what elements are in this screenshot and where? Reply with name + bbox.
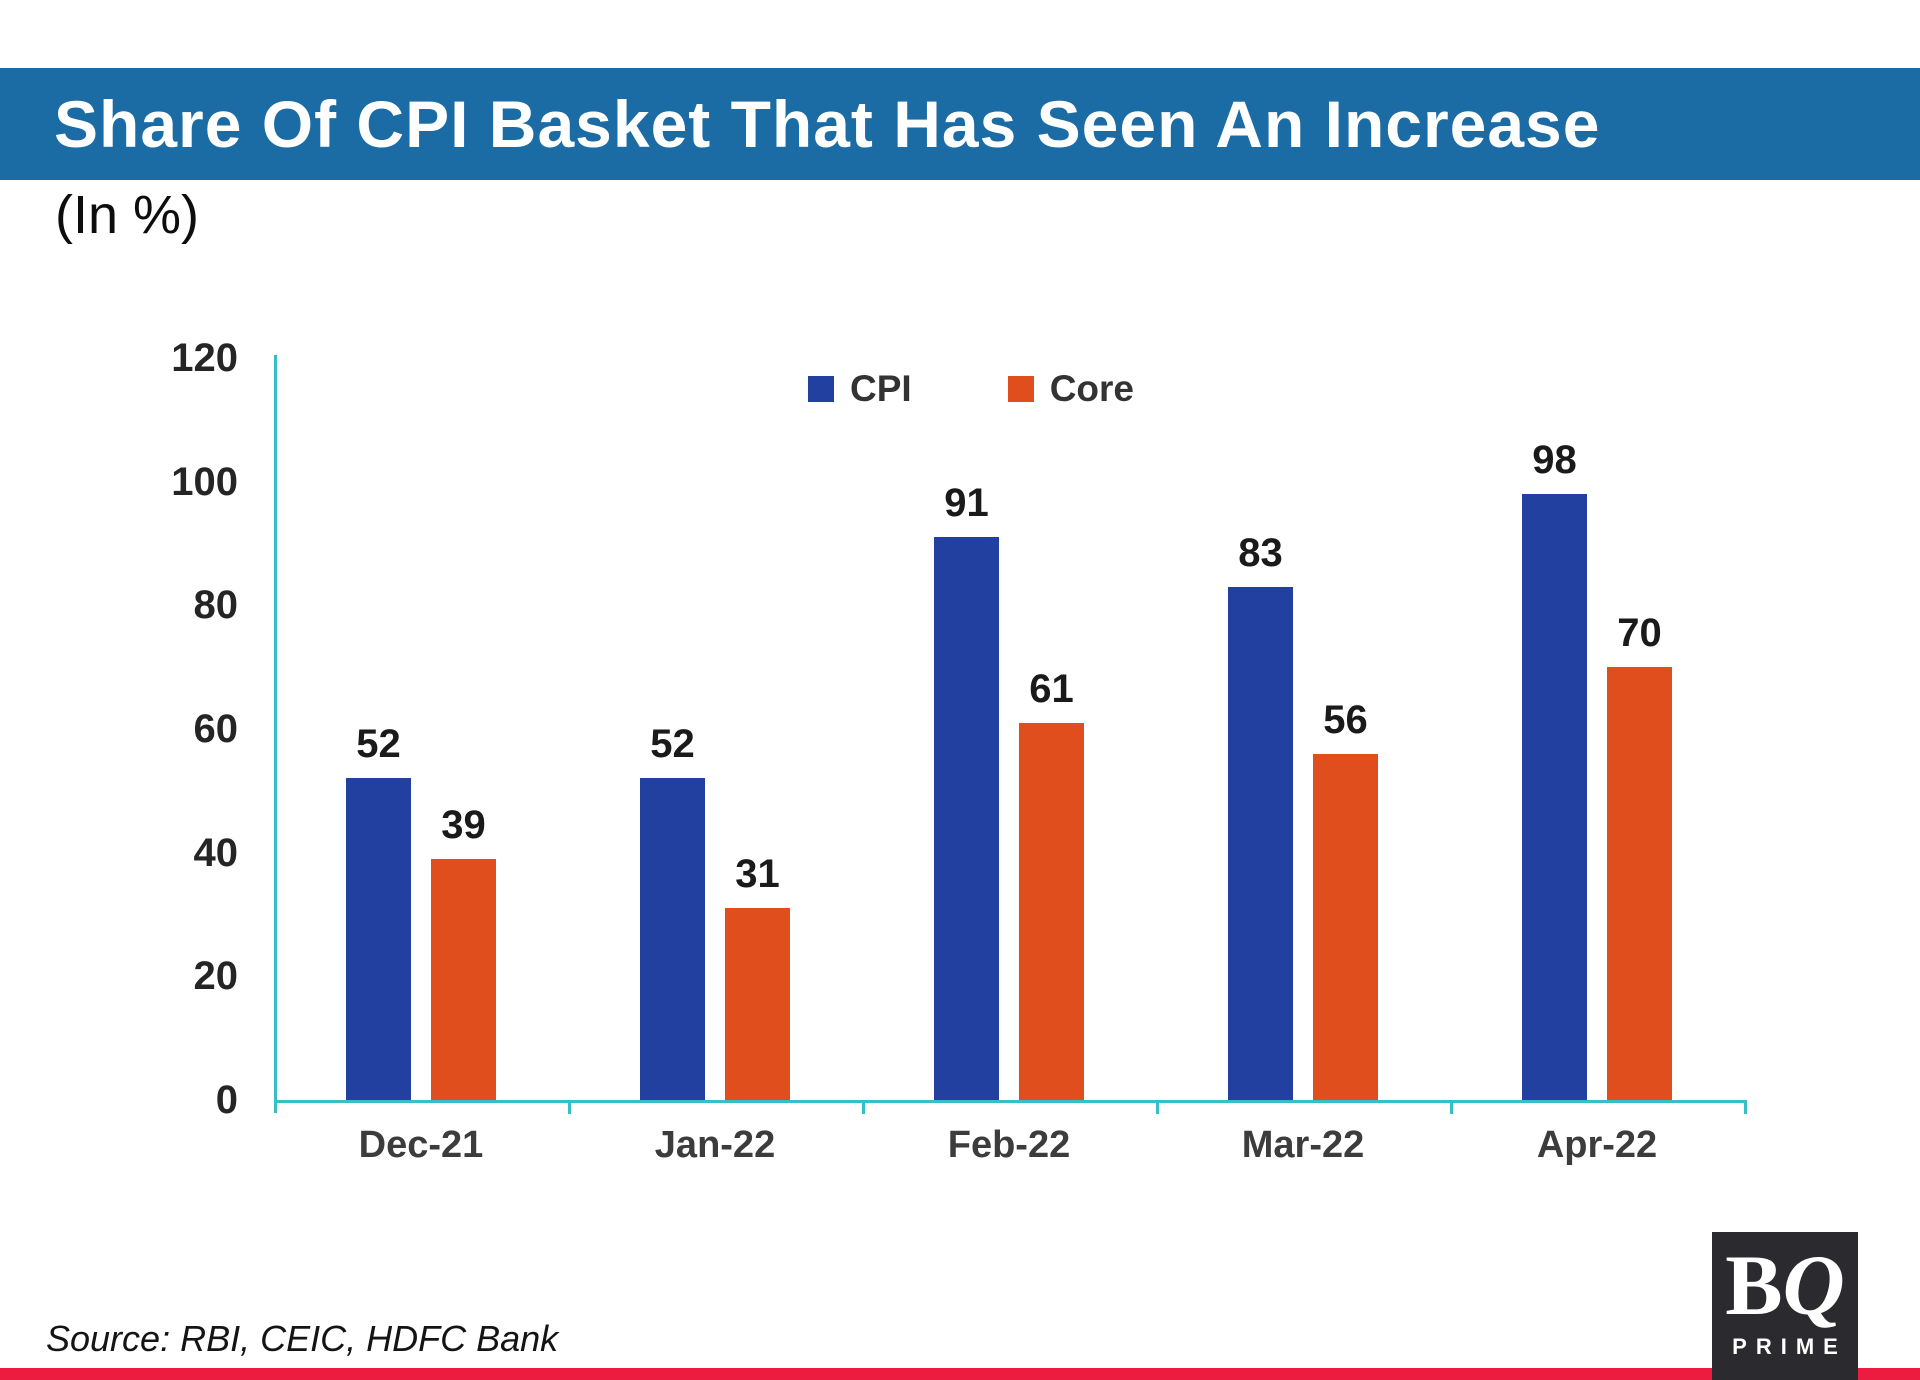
- legend-item-core: Core: [1007, 368, 1134, 409]
- x-axis-tick: [862, 1100, 865, 1114]
- legend-swatch-core: [1007, 375, 1034, 402]
- bar-value-label: 52: [356, 722, 401, 767]
- title-bar: Share Of CPI Basket That Has Seen An Inc…: [0, 68, 1920, 180]
- y-axis-tick-label: 0: [215, 1078, 238, 1122]
- y-axis-line: [274, 355, 277, 1113]
- legend-label-cpi: CPI: [850, 368, 912, 409]
- logo-letter-q: Q: [1782, 1237, 1845, 1333]
- legend-label-core: Core: [1049, 368, 1134, 409]
- bar-core: [1313, 753, 1378, 1100]
- chart-subtitle-units: (In %): [55, 185, 200, 245]
- x-axis-line: [274, 1100, 1747, 1103]
- bar-value-label: 39: [441, 802, 486, 847]
- x-axis-tick: [1450, 1100, 1453, 1114]
- bar-value-label: 61: [1029, 666, 1074, 711]
- bar-value-label: 52: [650, 722, 695, 767]
- bar-cpi: [934, 537, 999, 1100]
- bar-core: [725, 908, 790, 1100]
- bar-value-label: 83: [1238, 530, 1283, 575]
- x-axis-category-label: Dec-21: [358, 1124, 484, 1166]
- bar-core: [1019, 722, 1084, 1100]
- bar-value-label: 56: [1323, 697, 1368, 742]
- bar-value-label: 31: [735, 852, 780, 897]
- bar-value-label: 70: [1617, 611, 1662, 656]
- bar-core: [431, 858, 496, 1100]
- y-axis-tick-label: 40: [193, 830, 239, 875]
- bar-cpi: [1228, 586, 1293, 1100]
- y-axis-tick-label: 60: [193, 707, 239, 751]
- x-axis-category-label: Feb-22: [947, 1124, 1071, 1166]
- bar-core: [1607, 667, 1672, 1100]
- y-axis-tick-label: 100: [171, 459, 238, 504]
- legend-swatch-cpi: [808, 375, 834, 402]
- logo-wordmark: PRIME: [1732, 1334, 1847, 1359]
- x-axis-tick: [568, 1100, 571, 1114]
- bar-cpi: [1522, 494, 1587, 1100]
- bar-value-label: 98: [1532, 438, 1577, 483]
- bottom-accent-bar: [0, 1368, 1920, 1380]
- chart-legend: CPI Core: [808, 370, 1134, 407]
- bar-value-label: 91: [944, 481, 989, 526]
- y-axis-tick-label: 20: [193, 954, 239, 999]
- x-axis-category-label: Mar-22: [1241, 1124, 1365, 1166]
- y-axis-tick-label: 120: [171, 336, 238, 380]
- source-attribution: Source: RBI, CEIC, HDFC Bank: [46, 1318, 559, 1359]
- page-title: Share Of CPI Basket That Has Seen An Inc…: [54, 87, 1601, 161]
- logo-letter-b: B: [1725, 1237, 1783, 1333]
- bar-cpi: [640, 778, 705, 1100]
- logo-monogram: BQ: [1725, 1242, 1844, 1328]
- y-axis-tick-label: 80: [193, 583, 239, 628]
- x-axis-tick: [1744, 1100, 1747, 1114]
- bq-prime-logo: BQ PRIME: [1712, 1232, 1858, 1380]
- x-axis-category-label: Jan-22: [654, 1124, 776, 1166]
- x-axis-tick: [1156, 1100, 1159, 1114]
- legend-item-cpi: CPI: [808, 370, 912, 407]
- x-axis-category-label: Apr-22: [1536, 1124, 1658, 1166]
- bar-cpi: [346, 778, 411, 1100]
